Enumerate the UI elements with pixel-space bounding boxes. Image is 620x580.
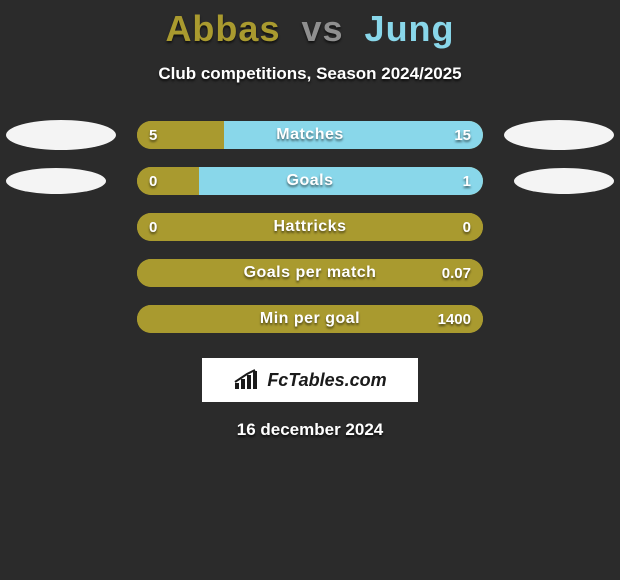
bar-value-right: 1 [463,167,471,195]
logo-box: FcTables.com [202,358,418,402]
bar-label: Matches [137,121,483,149]
badge-ellipse-right [514,168,614,194]
bar-track: 5Matches15 [137,121,483,149]
bar-value-right: 15 [454,121,471,149]
bar-track: 0Goals1 [137,167,483,195]
stat-row: 0Goals1 [0,158,620,204]
bar-label: Min per goal [137,305,483,333]
date-text: 16 december 2024 [0,420,620,440]
comparison-chart: 5Matches150Goals10Hattricks0Goals per ma… [0,112,620,342]
bar-value-right: 0.07 [442,259,471,287]
bar-track: Min per goal1400 [137,305,483,333]
title-vs: vs [301,8,343,49]
stat-row: Goals per match0.07 [0,250,620,296]
stat-row: 5Matches15 [0,112,620,158]
subtitle: Club competitions, Season 2024/2025 [0,64,620,84]
title-player1: Abbas [165,8,280,49]
bar-label: Goals [137,167,483,195]
bar-value-right: 1400 [438,305,471,333]
stat-row: 0Hattricks0 [0,204,620,250]
bar-value-right: 0 [463,213,471,241]
bar-label: Goals per match [137,259,483,287]
bar-track: 0Hattricks0 [137,213,483,241]
page-title: Abbas vs Jung [0,0,620,50]
bar-track: Goals per match0.07 [137,259,483,287]
bar-label: Hattricks [137,213,483,241]
stat-row: Min per goal1400 [0,296,620,342]
badge-ellipse-right [504,120,614,150]
badge-ellipse-left [6,120,116,150]
badge-ellipse-left [6,168,106,194]
title-player2: Jung [365,8,455,49]
logo-text: FcTables.com [267,370,386,391]
bar-chart-icon [233,369,261,391]
